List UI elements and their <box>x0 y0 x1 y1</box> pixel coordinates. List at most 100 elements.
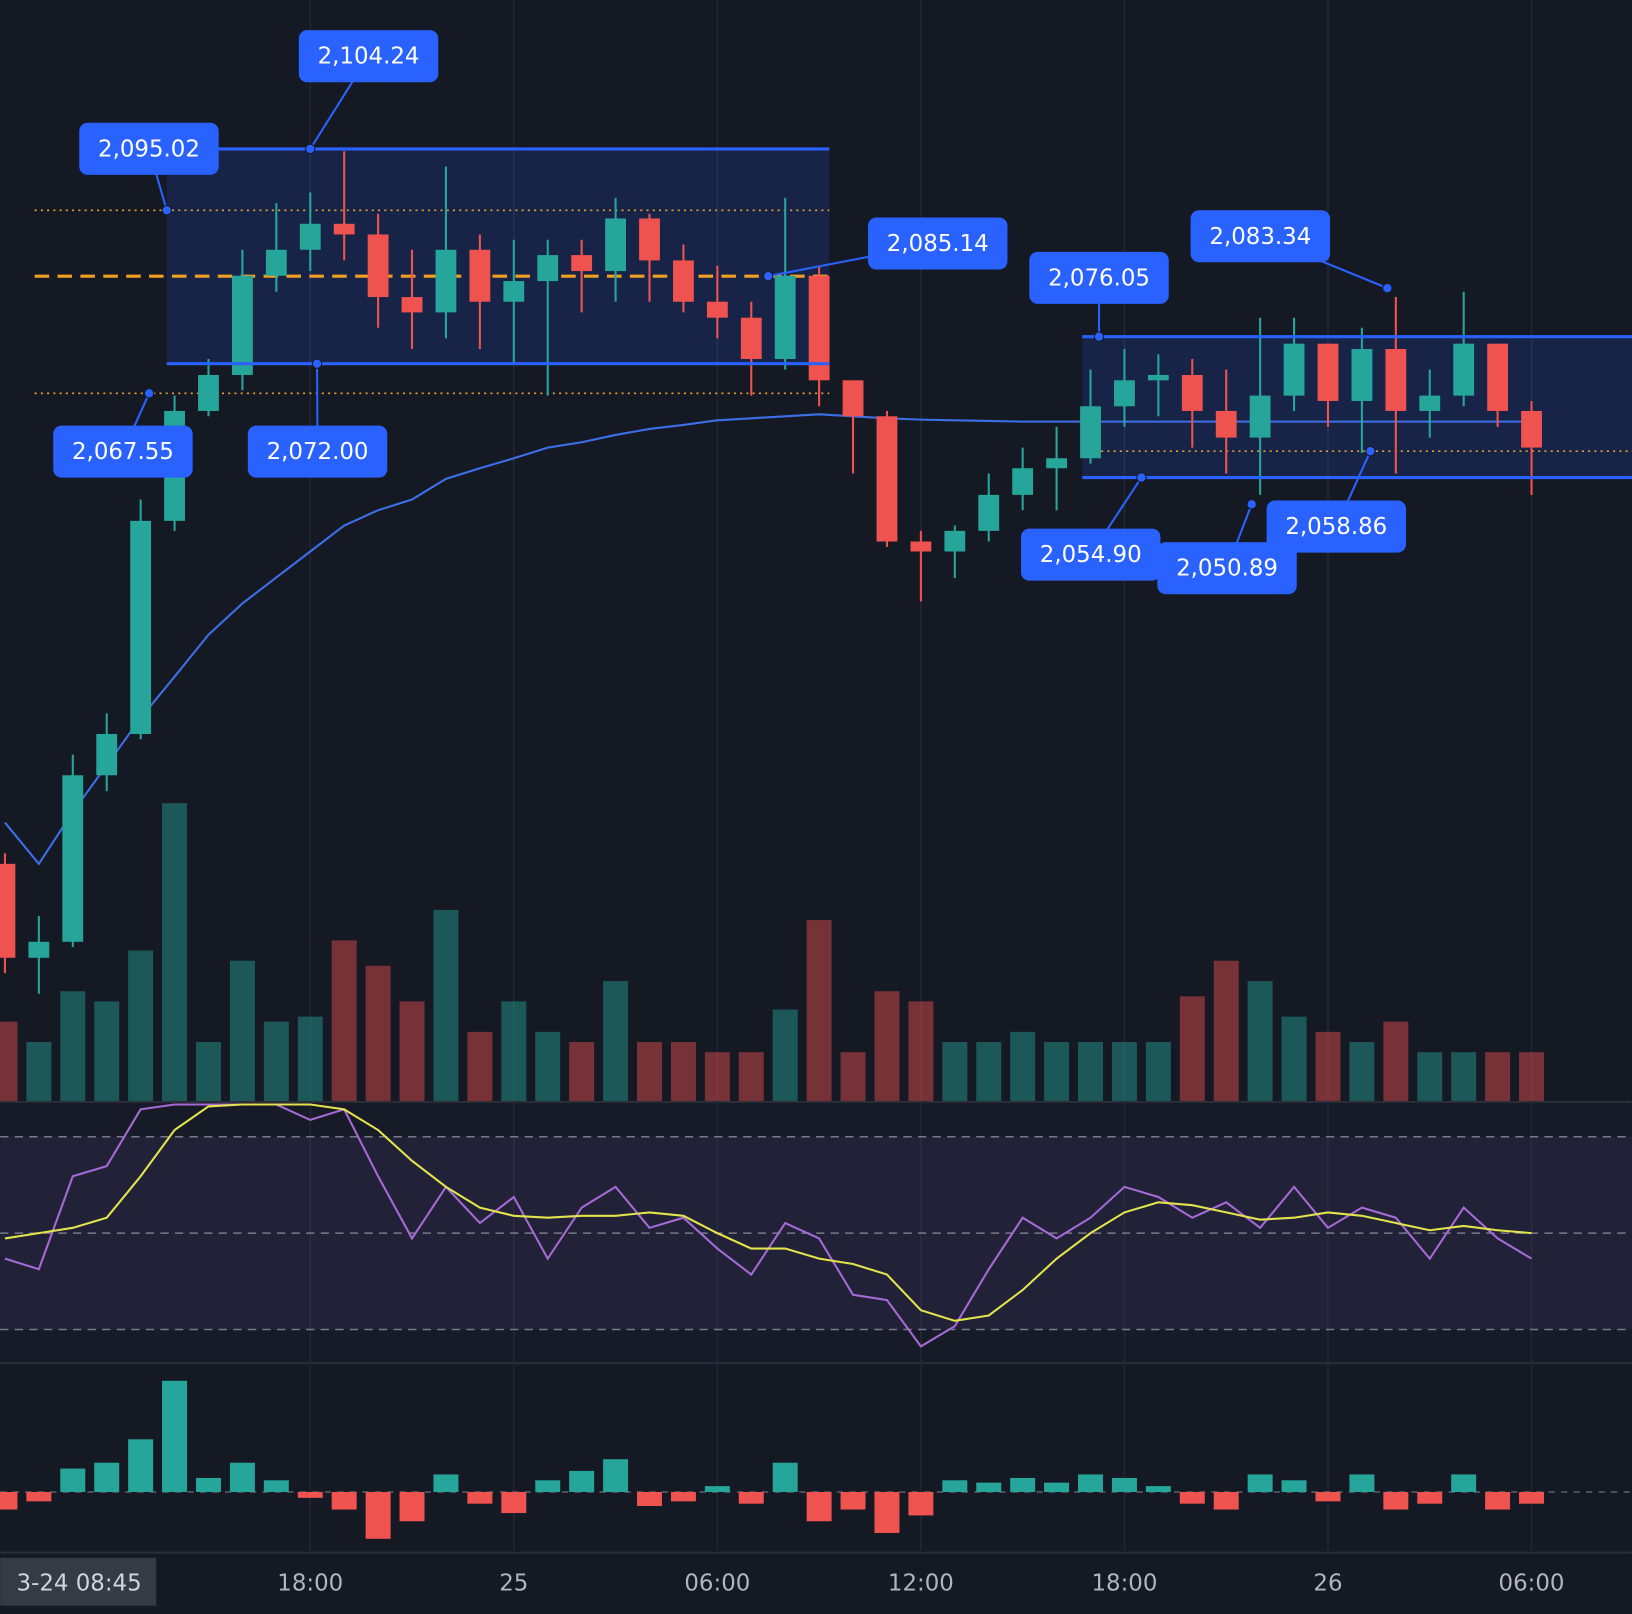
x-tick-label: 06:00 <box>1499 1570 1565 1596</box>
bar <box>840 1491 866 1510</box>
bar <box>263 1021 289 1101</box>
bar <box>874 991 900 1101</box>
bar <box>670 1042 696 1101</box>
candle-body <box>1215 410 1237 438</box>
candle-body <box>1181 374 1203 411</box>
bar <box>467 1031 493 1101</box>
bar <box>162 1380 188 1492</box>
annotation-box <box>247 425 388 478</box>
bar <box>637 1491 662 1507</box>
bar <box>399 1491 425 1522</box>
bar <box>1111 1477 1137 1492</box>
candle-body <box>706 301 728 318</box>
bar <box>908 1001 934 1101</box>
bar <box>0 1491 18 1510</box>
bar <box>365 1491 391 1539</box>
candle-body <box>1080 406 1101 459</box>
x-tick-label: 18:00 <box>1091 1570 1157 1596</box>
candle-body <box>1419 395 1441 411</box>
candle-body <box>842 380 864 417</box>
bar <box>60 991 86 1101</box>
bar <box>1417 1052 1443 1101</box>
annotation-label: 2,054.90 <box>1040 542 1142 568</box>
bar <box>1383 1021 1409 1101</box>
annotation-point <box>161 205 172 216</box>
bar <box>908 1491 934 1516</box>
bar <box>569 1470 595 1492</box>
x-tick-label: 18:00 <box>277 1570 343 1596</box>
candle-body <box>978 494 1000 531</box>
bar <box>1179 1491 1205 1504</box>
bar <box>1519 1052 1545 1101</box>
candle-body <box>401 297 423 313</box>
bar <box>806 920 832 1101</box>
bar <box>1383 1491 1409 1510</box>
bar <box>670 1491 696 1502</box>
bar <box>1213 960 1239 1101</box>
x-tick-label: 25 <box>499 1570 528 1596</box>
bar <box>1281 1480 1307 1492</box>
bar <box>1349 1042 1375 1101</box>
candle-body <box>96 733 118 776</box>
annotation-point <box>1093 331 1105 342</box>
bar <box>1111 1042 1137 1101</box>
bar <box>365 965 391 1101</box>
bar <box>704 1486 730 1492</box>
bar <box>1078 1474 1104 1492</box>
bar <box>433 1474 459 1492</box>
bar <box>229 1462 255 1492</box>
bar <box>1315 1491 1341 1502</box>
bar <box>128 1439 154 1492</box>
annotation-box <box>298 30 439 83</box>
bar <box>128 950 154 1101</box>
bar <box>331 940 357 1101</box>
candle-body <box>435 249 457 313</box>
annotation-box <box>868 217 1008 270</box>
bar <box>399 1001 425 1101</box>
bar <box>1485 1052 1511 1101</box>
annotation-box <box>1029 251 1169 304</box>
bar <box>806 1491 832 1522</box>
candle-body <box>1317 343 1339 401</box>
annotation-box <box>1157 542 1297 595</box>
annotation-label: 2,085.14 <box>887 231 989 257</box>
candle-body <box>0 863 16 958</box>
candle-body <box>62 775 84 942</box>
candle-body <box>673 260 694 302</box>
bar <box>535 1480 561 1492</box>
candle-body <box>1114 380 1135 407</box>
annotation-label: 2,104.24 <box>318 44 420 70</box>
candle-body <box>232 275 253 375</box>
bar <box>1485 1491 1511 1510</box>
annotation-point <box>311 358 323 369</box>
bar <box>1451 1052 1477 1101</box>
bar <box>162 803 188 1101</box>
candle-body <box>299 223 321 250</box>
bar <box>26 1042 52 1101</box>
vwap-line <box>4 413 1532 866</box>
bar <box>60 1468 86 1492</box>
bar <box>637 1042 662 1101</box>
bar <box>942 1042 968 1101</box>
candle-body <box>944 530 966 552</box>
candle-body <box>1487 343 1509 411</box>
candle-body <box>1283 343 1305 396</box>
bar <box>1417 1491 1443 1504</box>
bar <box>501 1491 527 1514</box>
candle-body <box>537 255 559 282</box>
bar <box>501 1001 527 1101</box>
candle-body <box>876 416 898 542</box>
bar <box>1315 1031 1341 1101</box>
candle-body <box>1385 349 1407 411</box>
candle-body <box>808 275 830 381</box>
annotation-label: 2,050.89 <box>1176 556 1278 582</box>
bar <box>229 960 255 1101</box>
candle-body <box>265 249 287 276</box>
annotation-point <box>1246 499 1257 510</box>
bar <box>433 909 459 1101</box>
annotation-label: 2,067.55 <box>72 439 174 465</box>
bar <box>1044 1042 1070 1101</box>
bar <box>874 1491 900 1533</box>
